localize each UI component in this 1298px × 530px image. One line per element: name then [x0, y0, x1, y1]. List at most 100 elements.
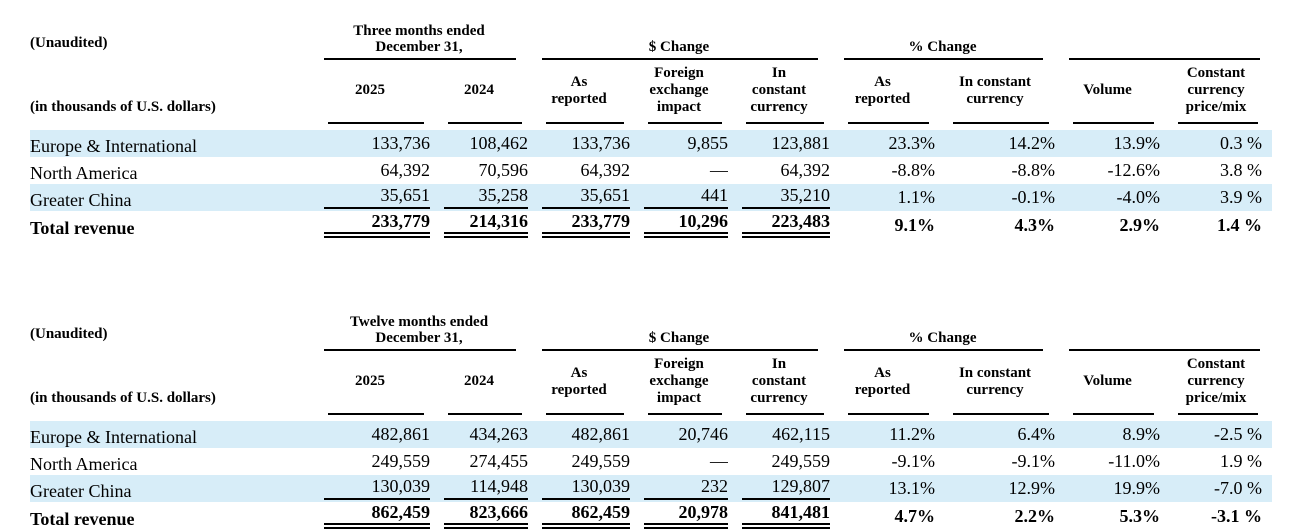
table-cell: -2.5 %: [1160, 421, 1272, 448]
table-cell: As reported: [830, 351, 935, 412]
table-cell: [935, 121, 1055, 130]
cell-value: 35,258: [444, 185, 528, 209]
column-rule: [328, 122, 424, 124]
cell-value: 232: [644, 476, 728, 500]
cell-value: 130,039: [324, 476, 430, 500]
cell-value: -8.8%: [891, 160, 936, 180]
col-header-constant-currency-dollar: In constant currency: [750, 356, 808, 406]
table-cell: 841,481: [728, 502, 831, 530]
column-rule: [648, 122, 722, 124]
cell-value: -12.6%: [1107, 160, 1161, 180]
table-cell: As reported: [830, 60, 935, 121]
table-cell: 482,861: [310, 421, 431, 448]
cell-value: 2.9%: [1119, 215, 1161, 235]
table-cell: 4.3%: [935, 211, 1056, 239]
col-header-constant-currency-percent: In constant currency: [958, 364, 1032, 398]
table-cell: [310, 121, 430, 130]
row-label: Europe & International: [30, 427, 197, 447]
table-cell: [830, 121, 935, 130]
table-cell: Foreign exchange impact: [630, 60, 728, 121]
period-header-rule: [324, 349, 516, 351]
cell-value: 14.2%: [1008, 133, 1056, 153]
cell-value: 841,481: [742, 502, 831, 529]
cell-value: 130,039: [542, 476, 630, 500]
cell-value: 10,296: [644, 211, 728, 238]
cell-value: 123,881: [771, 133, 831, 153]
table-cell: 233,779: [528, 211, 630, 239]
table-cell: 1.4 %: [1160, 211, 1272, 239]
cell-value: 233,779: [542, 211, 630, 238]
row-label: Total revenue: [30, 509, 135, 529]
cell-value: 862,459: [542, 502, 630, 529]
cell-value: 462,115: [772, 424, 831, 444]
table-cell: 108,462: [430, 130, 529, 157]
column-rule: [648, 413, 722, 415]
table-cell: [310, 412, 430, 421]
cell-value: 2.2%: [1014, 506, 1056, 526]
table-cell: -4.0%: [1055, 184, 1161, 211]
table-cell: Constant currency price/mix: [1160, 60, 1272, 121]
table-cell: -9.1%: [935, 448, 1056, 475]
percent-change-header-rule: [844, 349, 1044, 351]
cell-value: 862,459: [324, 502, 430, 529]
table-cell: 133,736: [310, 130, 431, 157]
row-europe-international: Europe & International 482,861 434,263 4…: [30, 421, 1273, 448]
cell-value: 214,316: [444, 211, 528, 238]
table-cell: —: [630, 157, 728, 184]
period-header-rule: [324, 58, 516, 60]
col-header-as-reported-percent: As reported: [854, 73, 911, 107]
cell-value: 64,392: [780, 160, 831, 180]
table-cell: 129,807: [728, 475, 831, 502]
table-cell: [935, 412, 1055, 421]
table-cell: 3.8 %: [1160, 157, 1272, 184]
col-header-2025: 2025: [355, 82, 385, 98]
cell-value: 12.9%: [1008, 478, 1056, 498]
cell-value: 19.9%: [1113, 478, 1161, 498]
row-greater-china: Greater China 130,039 114,948 130,039 23…: [30, 475, 1273, 502]
column-rule: [746, 122, 825, 124]
table-cell: 35,210: [728, 184, 831, 211]
cell-value: 274,455: [469, 451, 529, 471]
cell-value: 8.9%: [1122, 424, 1161, 444]
cell-value: 20,746: [678, 424, 729, 444]
cell-value: 441: [644, 185, 728, 209]
col-header-2024: 2024: [464, 82, 494, 98]
column-rule: [848, 122, 930, 124]
row-europe-international: Europe & International 133,736 108,462 1…: [30, 130, 1273, 157]
table-cell: 233,779: [310, 211, 430, 239]
cell-value: 64,392: [580, 160, 631, 180]
units-label: (in thousands of U.S. dollars): [30, 390, 216, 406]
header-rules-row: [30, 121, 1272, 130]
table-cell: -8.8%: [830, 157, 936, 184]
table-cell: 35,258: [430, 184, 528, 211]
cell-value: 35,210: [742, 185, 831, 209]
table-cell: Volume: [1055, 351, 1160, 412]
table-cell: 2.2%: [935, 502, 1056, 530]
cell-value: -9.1%: [891, 451, 936, 471]
cell-value: 1.1%: [897, 187, 936, 207]
table-cell: Constant currency price/mix: [1160, 351, 1272, 412]
period-header-text: Twelve months ended December 31,: [349, 314, 489, 346]
cell-value: 1.9 %: [1220, 451, 1263, 471]
row-north-america: North America 64,392 70,596 64,392 — 64,…: [30, 157, 1272, 184]
table-cell: -11.0%: [1055, 448, 1160, 475]
group-header-row: (Unaudited) Twelve months ended December…: [30, 297, 1272, 351]
column-rule: [448, 413, 522, 415]
volume-pricemix-group-header: [1055, 297, 1272, 351]
table-cell: 133,736: [528, 130, 631, 157]
column-rule: [1178, 413, 1259, 415]
cell-value: 9.1%: [894, 215, 936, 235]
table-cell: 274,455: [430, 448, 529, 475]
table-cell: 20,746: [630, 421, 729, 448]
cell-value: 13.9%: [1113, 133, 1161, 153]
table-cell: In constant currency: [935, 60, 1055, 121]
table-cell: In constant currency: [728, 351, 830, 412]
table-cell: 462,115: [728, 421, 830, 448]
column-rule: [448, 122, 522, 124]
table-cell: 114,948: [430, 475, 528, 502]
percent-change-group-header: % Change: [830, 6, 1055, 60]
table-cell: [1055, 121, 1160, 130]
table-cell: 70,596: [430, 157, 529, 184]
volume-pricemix-group-header: [1055, 6, 1272, 60]
cell-value: -8.8%: [1011, 160, 1056, 180]
